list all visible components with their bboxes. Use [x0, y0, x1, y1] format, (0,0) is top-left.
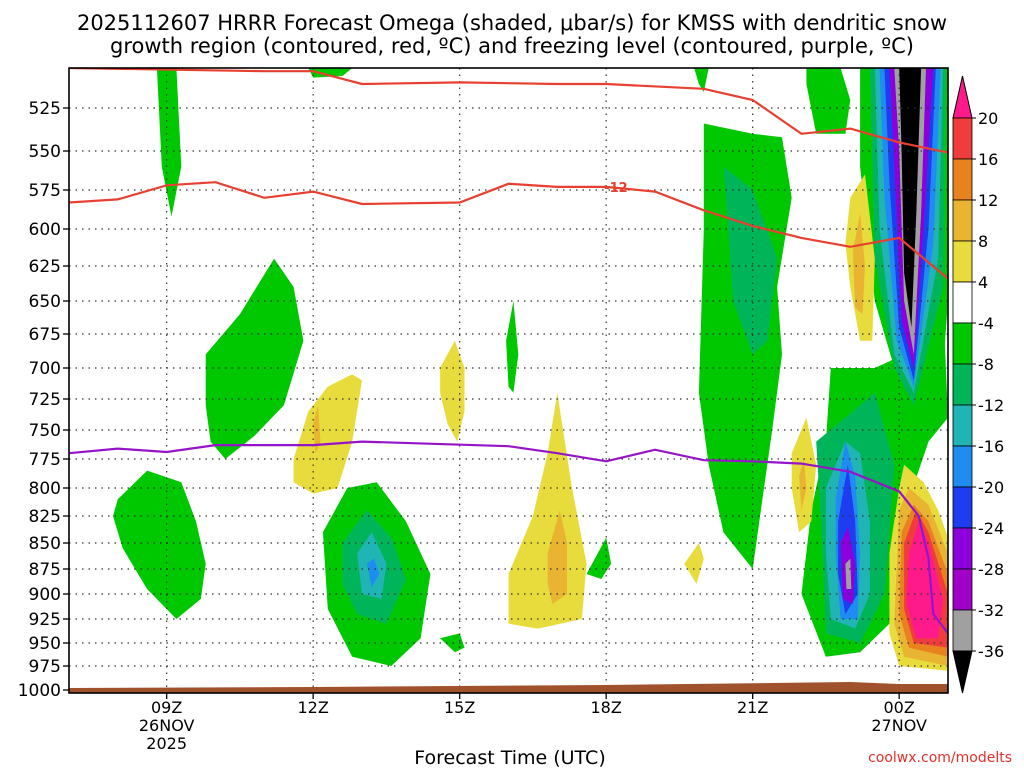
omega-region-0 [156, 68, 182, 217]
contour-series: -12 [69, 68, 948, 635]
x-tick-label-00Z: 00Z [884, 698, 915, 717]
y-tick-label-825: 825 [29, 507, 61, 527]
colorbar-bottom-arrow [952, 650, 973, 694]
omega-region-2 [205, 258, 304, 459]
y-tick-label-950: 950 [29, 634, 61, 654]
y-tick-label-750: 750 [29, 421, 61, 441]
colorbar-box-12 [952, 609, 973, 652]
colorbar-box-2 [952, 199, 973, 242]
y-tick-label-800: 800 [29, 479, 61, 499]
y-tick-label-525: 525 [29, 99, 61, 119]
chart-title-line-1: 2025112607 HRRR Forecast Omega (shaded, … [77, 11, 947, 35]
colorbar-label-5: -4 [978, 314, 994, 333]
colorbar-label-1: 16 [978, 150, 998, 169]
y-tick-label-625: 625 [29, 257, 61, 277]
y-tick-label-900: 900 [29, 585, 61, 605]
colorbar-box-5 [952, 322, 973, 365]
omega-region-31 [852, 213, 865, 315]
y-tick-label-675: 675 [29, 325, 61, 345]
y-tick-label-550: 550 [29, 142, 61, 162]
series-dgz_lower_contour [69, 181, 948, 280]
colorbar-label-13: -36 [978, 642, 1004, 661]
y-tick-label-650: 650 [29, 292, 61, 312]
y-tick-label-875: 875 [29, 560, 61, 580]
colorbar-box-4 [952, 281, 973, 324]
series-dgz_upper_contour [69, 68, 948, 154]
colorbar-box-9 [952, 486, 973, 529]
y-axis-ticks: 525 550 575 600 625 650 675 700 725 750 775 800 825 8… [18, 99, 69, 701]
colorbar-label-0: 20 [978, 109, 998, 128]
colorbar-label-12: -32 [978, 601, 1004, 620]
omega-region-1 [308, 68, 353, 78]
series-freezing_level [69, 440, 948, 635]
x-tick-date-09Z: 26NOV [139, 716, 195, 735]
omega-region-29 [899, 68, 922, 328]
x-tick-year-09Z: 2025 [146, 734, 187, 753]
red-contour-label: -12 [604, 181, 628, 196]
colorbar-box-1 [952, 158, 973, 201]
ground-surface-fill [69, 682, 948, 693]
omega-region-13 [723, 166, 778, 355]
omega-region-11 [694, 68, 709, 92]
colorbar: 20 16 12 8 4 -4 -8 -12 -16 -20 -24 -28 -32 -36 [952, 75, 1004, 694]
colorbar-label-6: -8 [978, 355, 994, 374]
x-tick-label-12Z: 12Z [298, 698, 329, 717]
colorbar-label-4: 4 [978, 273, 988, 292]
colorbar-box-10 [952, 527, 973, 570]
omega-region-10 [586, 537, 612, 579]
x-axis-label: Forecast Time (UTC) [414, 747, 605, 768]
x-tick-date-00Z: 27NOV [871, 716, 927, 735]
colorbar-label-2: 12 [978, 191, 998, 210]
omega-region-3 [113, 470, 206, 619]
y-tick-label-925: 925 [29, 610, 61, 630]
colorbar-box-0 [952, 117, 973, 160]
y-tick-label-600: 600 [29, 220, 61, 240]
colorbar-label-3: 8 [978, 232, 988, 251]
omega-region-39 [293, 374, 362, 494]
colorbar-label-7: -12 [978, 396, 1004, 415]
omega-region-7 [366, 558, 380, 587]
y-tick-label-700: 700 [29, 359, 61, 379]
colorbar-box-11 [952, 568, 973, 611]
x-tick-label-15Z: 15Z [444, 698, 475, 717]
omega-region-14 [806, 68, 851, 134]
ground-surface [69, 682, 948, 693]
grid-lines [69, 68, 948, 693]
y-tick-label-725: 725 [29, 390, 61, 410]
omega-region-41 [440, 340, 465, 442]
omega-region-40 [313, 405, 321, 454]
colorbar-box-7 [952, 404, 973, 447]
x-tick-label-18Z: 18Z [591, 698, 622, 717]
omega-region-44 [684, 543, 704, 584]
omega-region-33 [799, 459, 807, 511]
colorbar-label-11: -28 [978, 560, 1004, 579]
colorbar-label-10: -24 [978, 519, 1004, 538]
chart-title-line-2: growth region (contoured, red, ºC) and f… [110, 34, 914, 58]
plot-frame [68, 67, 949, 694]
y-tick-label-850: 850 [29, 534, 61, 554]
colorbar-box-8 [952, 445, 973, 488]
omega-region-9 [506, 301, 519, 393]
y-tick-label-975: 975 [29, 657, 61, 677]
omega-region-43 [547, 510, 568, 604]
omega-region-21 [845, 558, 852, 589]
credit-text: coolwx.com/modelts [868, 750, 1012, 766]
x-tick-label-09Z: 09Z [151, 698, 182, 717]
colorbar-label-8: -16 [978, 437, 1004, 456]
colorbar-box-3 [952, 240, 973, 283]
colorbar-label-9: -20 [978, 478, 1004, 497]
x-tick-label-21Z: 21Z [737, 698, 768, 717]
plot-border [68, 67, 949, 694]
colorbar-box-6 [952, 363, 973, 406]
y-tick-label-1000: 1000 [18, 681, 61, 701]
y-tick-label-775: 775 [29, 450, 61, 470]
y-tick-label-575: 575 [29, 181, 61, 201]
omega-region-8 [440, 633, 465, 653]
